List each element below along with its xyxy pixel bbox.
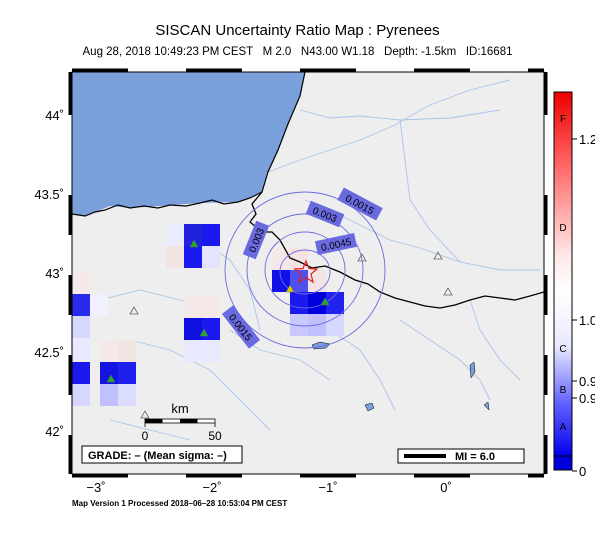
lat-label: 42.5˚	[34, 345, 64, 360]
stations	[106, 239, 453, 419]
epicenter-star-icon	[293, 259, 319, 284]
grade-letter: C	[559, 344, 566, 355]
station-triangle	[285, 284, 295, 293]
lat-label: 42˚	[45, 424, 64, 439]
map-frame	[68, 68, 548, 478]
grade-letter: B	[560, 385, 567, 396]
lat-label: 43˚	[45, 266, 64, 281]
lon-label: −3˚	[86, 480, 105, 495]
station-triangle	[140, 410, 150, 419]
colorbar-value: 0.9	[579, 391, 595, 406]
scale-bar-tick: 50	[208, 429, 222, 443]
grade-letter: A	[560, 422, 567, 433]
station-triangle	[106, 374, 116, 383]
color-bar: F D C B A 1.2 1.0 0.9 0.9 0	[553, 91, 595, 479]
colorbar-value: 0.9	[579, 374, 595, 389]
colorbar-value: 1.2	[579, 132, 595, 147]
station-triangle	[199, 328, 209, 337]
map-subtitle: Aug 28, 2018 10:49:23 PM CEST M 2.0 N43.…	[82, 46, 513, 58]
station-triangle	[189, 239, 199, 248]
lon-label: −1˚	[318, 480, 337, 495]
mi-legend-text: MI = 6.0	[455, 451, 495, 463]
lon-label: 0˚	[440, 480, 452, 495]
mi-legend: MI = 6.0	[397, 448, 525, 464]
lat-label: 43.5˚	[34, 187, 64, 202]
lat-label: 44˚	[45, 108, 64, 123]
processing-footer: Map Version 1 Processed 2018–06–28 10:53…	[72, 499, 288, 508]
contour-lines	[224, 191, 386, 349]
sea-area	[72, 72, 305, 216]
scale-bar: km 0 50	[142, 401, 222, 443]
lakes	[311, 341, 490, 412]
station-triangle	[357, 253, 367, 262]
station-triangle	[320, 297, 330, 306]
scale-bar-unit: km	[171, 401, 188, 416]
grade-text: GRADE: – (Mean sigma: –)	[88, 450, 227, 462]
grade-letter: F	[560, 114, 566, 125]
map-title: SISCAN Uncertainty Ratio Map : Pyrenees	[155, 22, 440, 39]
grade-letter: D	[559, 223, 566, 234]
scale-bar-tick: 0	[142, 429, 149, 443]
colorbar-value: 0	[579, 464, 586, 479]
station-triangle	[443, 287, 453, 296]
lon-label: −2˚	[202, 480, 221, 495]
grade-box: GRADE: – (Mean sigma: –)	[81, 445, 243, 464]
station-triangle	[129, 306, 139, 315]
colorbar-value: 1.0	[579, 313, 595, 328]
coastline	[72, 72, 306, 217]
station-triangle	[433, 251, 443, 260]
